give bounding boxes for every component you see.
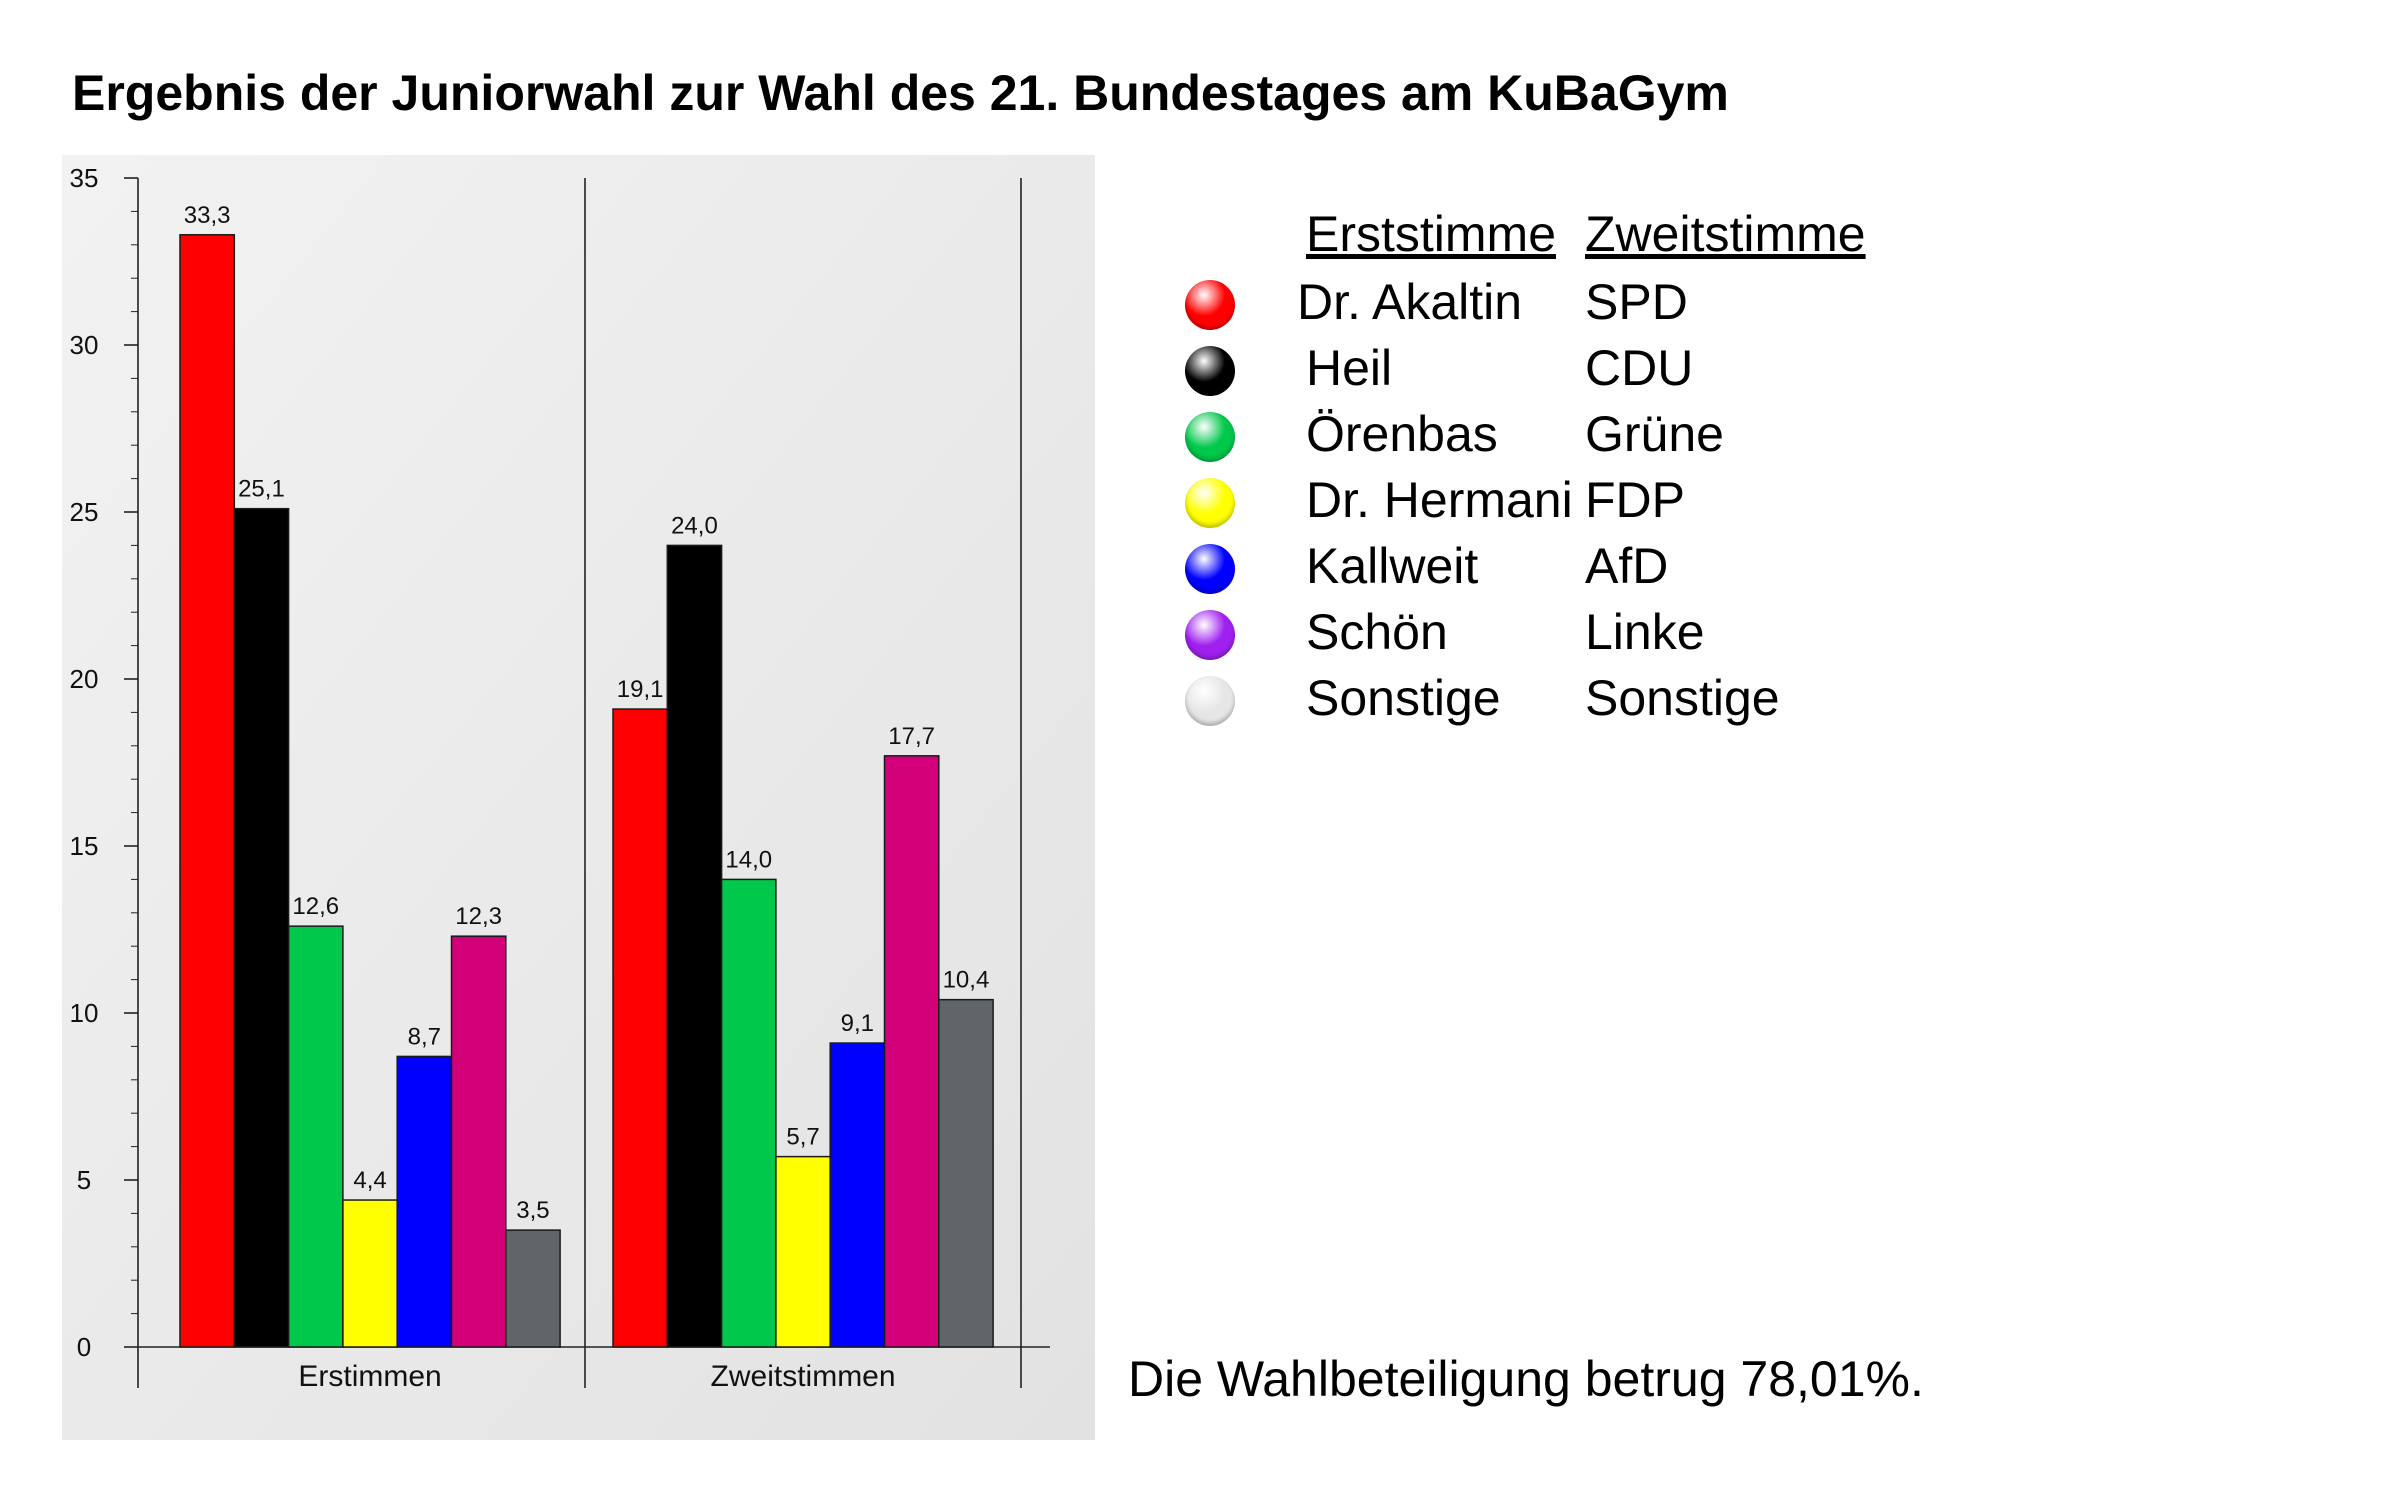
bar-value-label: 4,4 — [353, 1167, 386, 1194]
bar-value-label: 33,3 — [184, 202, 231, 229]
bar — [612, 708, 669, 1348]
legend-candidate: Dr. Hermani — [1306, 472, 1573, 528]
bar — [505, 1229, 561, 1348]
y-tick-label: 10 — [70, 998, 99, 1028]
legend-candidate: Kallweit — [1306, 538, 1479, 594]
legend-candidate: Örenbas — [1306, 406, 1498, 462]
chart-axes: 0 5 10 15 20 25 30 35 — [70, 163, 1050, 1388]
bar-value-label: 17,7 — [888, 723, 935, 750]
legend-party: CDU — [1585, 340, 1694, 396]
legend-row: Dr. Akaltin SPD — [1185, 273, 1885, 339]
bar — [883, 755, 940, 1348]
bar-value-label: 5,7 — [786, 1124, 819, 1151]
bar-value-label: 12,6 — [292, 893, 339, 920]
y-tick-label: 25 — [70, 497, 99, 527]
legend-row: Örenbas Grüne — [1185, 405, 1885, 471]
bar-value-label: 3,5 — [516, 1197, 549, 1224]
legend-dot-icon — [1185, 346, 1235, 396]
legend-party: FDP — [1585, 472, 1685, 528]
legend-dot-icon — [1185, 544, 1235, 594]
y-tick-label: 0 — [77, 1332, 91, 1362]
legend-dot-icon — [1185, 610, 1235, 660]
y-tick-label: 20 — [70, 664, 99, 694]
turnout-text: Die Wahlbeteiligung betrug 78,01%. — [1128, 1351, 1924, 1407]
legend-row: Dr. Hermani FDP — [1185, 471, 1885, 537]
bar — [938, 998, 994, 1348]
y-tick-label: 35 — [70, 163, 99, 193]
bar-value-label: 9,1 — [841, 1010, 874, 1037]
bar-value-label: 12,3 — [455, 903, 502, 930]
category-label: Zweitstimmen — [711, 1360, 896, 1393]
bar-value-label: 24,0 — [671, 512, 718, 539]
bar — [179, 234, 236, 1348]
bar — [666, 544, 723, 1348]
bar — [342, 1199, 398, 1348]
bar-value-label: 8,7 — [408, 1023, 441, 1050]
bar-value-label: 10,4 — [943, 967, 990, 994]
category-label: Erstimmen — [298, 1360, 441, 1393]
legend-header-erststimme: Erststimme — [1306, 206, 1556, 262]
bar-chart: 0 5 10 15 20 25 30 35 Erstimmen Zweitstimmen 33,3… — [62, 155, 1095, 1440]
legend-dot-icon — [1185, 280, 1235, 330]
legend-candidate: Heil — [1306, 340, 1393, 396]
bar-value-label: 14,0 — [725, 846, 772, 873]
y-tick-label: 5 — [77, 1165, 91, 1195]
bar — [287, 925, 344, 1348]
legend-dot-icon — [1185, 412, 1235, 462]
legend-party: AfD — [1585, 538, 1669, 594]
chart-title: Ergebnis der Juniorwahl zur Wahl des 21.… — [72, 65, 1729, 121]
bar — [450, 935, 507, 1348]
legend-row: Sonstige Sonstige — [1185, 669, 1885, 735]
legend-header-zweitstimme: Zweitstimme — [1585, 206, 1866, 262]
bar — [829, 1042, 886, 1348]
legend-row: Schön Linke — [1185, 603, 1885, 669]
y-tick-label: 30 — [70, 330, 99, 360]
chart-labels: Erstimmen Zweitstimmen 33,3 19,1 25,1 24,0 12,… — [184, 202, 990, 1393]
legend-row: Heil CDU — [1185, 339, 1885, 405]
legend-candidate: Dr. Akaltin — [1297, 274, 1523, 330]
bar-value-label: 19,1 — [617, 676, 664, 703]
legend-candidate: Sonstige — [1306, 670, 1501, 726]
bar-value-label: 25,1 — [238, 476, 285, 503]
bar — [775, 1155, 831, 1348]
bar — [233, 507, 290, 1348]
legend-row: Kallweit AfD — [1185, 537, 1885, 603]
legend-party: Sonstige — [1585, 670, 1780, 726]
legend-dot-icon — [1185, 676, 1235, 726]
legend-dot-icon — [1185, 478, 1235, 528]
legend-candidate: Schön — [1306, 604, 1448, 660]
legend-party: SPD — [1585, 274, 1688, 330]
y-tick-label: 15 — [70, 831, 99, 861]
legend-party: Grüne — [1585, 406, 1724, 462]
bar — [720, 878, 777, 1348]
legend-party: Linke — [1585, 604, 1705, 660]
bar — [396, 1055, 453, 1348]
chart-bars — [179, 234, 994, 1348]
